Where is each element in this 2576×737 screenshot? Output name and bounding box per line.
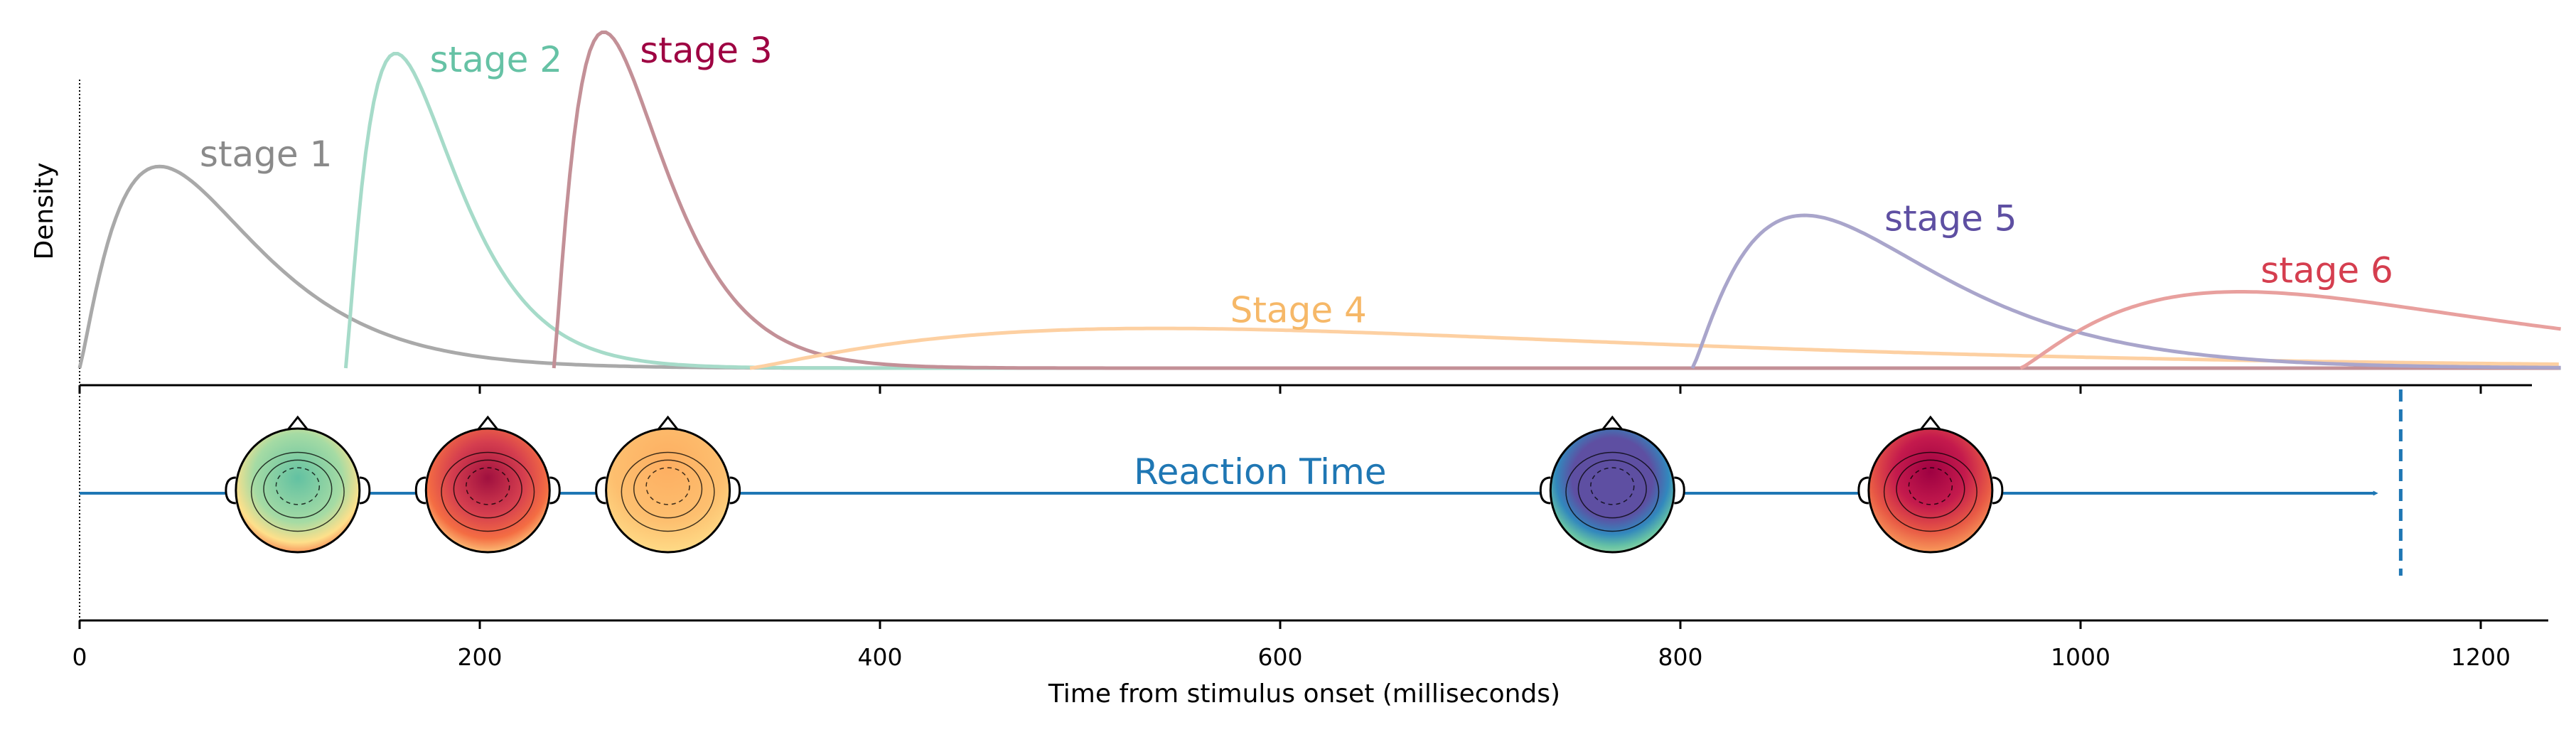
topomap-contour xyxy=(1896,459,1965,519)
topomap-ear-left xyxy=(1857,476,1869,505)
topomap-ear-left xyxy=(225,476,236,505)
topomap-ear-right xyxy=(359,476,371,505)
topomap-ear-right xyxy=(1674,476,1685,505)
x-tick-label-200: 200 xyxy=(458,643,503,671)
density-curve-2 xyxy=(343,52,2559,370)
y-axis-label: Density xyxy=(30,163,59,260)
topomap-ear-left xyxy=(414,476,426,505)
topomap-1 xyxy=(225,415,371,554)
topomap-4 xyxy=(1539,415,1685,554)
x-ticks: 0 200 400 600 800 1000 1200 xyxy=(73,620,2511,671)
topomap-outline xyxy=(605,427,731,554)
x-tick-label-1200: 1200 xyxy=(2451,643,2511,671)
topomap-contour xyxy=(453,459,522,519)
curve-label-6: stage 6 xyxy=(2260,250,2393,291)
density-curve-5 xyxy=(1690,213,2561,370)
x-tick-label-1000: 1000 xyxy=(2051,643,2110,671)
topomap-nose xyxy=(1601,415,1624,431)
topomap-contour xyxy=(621,451,715,532)
topomap-nose xyxy=(656,415,680,431)
topomap-contour xyxy=(1577,459,1647,519)
topomap-nose xyxy=(476,415,500,431)
topomap-ear-right xyxy=(729,476,741,505)
topomap-contour xyxy=(275,467,321,505)
topomap-contour xyxy=(263,459,333,519)
topomap-ear-right xyxy=(549,476,561,505)
topomap-outline xyxy=(235,427,361,554)
topomap-outline xyxy=(1867,427,1994,554)
topomap-contour xyxy=(1883,451,1977,532)
topomap-contour xyxy=(1565,451,1660,532)
curve-label-5: stage 5 xyxy=(1884,198,2017,240)
topomap-3 xyxy=(595,415,741,554)
curve-label-1: stage 1 xyxy=(200,134,333,175)
topomap-outline xyxy=(1549,427,1675,554)
topomap-contour xyxy=(633,459,703,519)
x-axis-label: Time from stimulus onset (milliseconds) xyxy=(1048,679,1560,709)
topomap-contour xyxy=(645,467,690,505)
topomap-2 xyxy=(414,415,561,554)
topomap-outline xyxy=(424,427,551,554)
topomap-nose xyxy=(1918,415,1943,431)
topomap-ear-right xyxy=(1992,476,2004,505)
topomap-5 xyxy=(1857,415,2004,554)
x-tick-label-400: 400 xyxy=(858,643,903,671)
topomap-nose xyxy=(286,415,310,431)
curve-label-4: Stage 4 xyxy=(1230,290,1367,331)
density-curve-labels: stage 1 stage 2 stage 3 Stage 4 stage 5 stage… xyxy=(200,30,2393,331)
topomap-contour xyxy=(441,451,535,532)
divider-ticks xyxy=(78,385,2482,394)
x-tick-label-800: 800 xyxy=(1658,643,1703,671)
x-tick-label-600: 600 xyxy=(1258,643,1303,671)
x-axis: 0 200 400 600 800 1000 1200 Time from stimulus… xyxy=(73,619,2548,709)
topomap-contour xyxy=(1908,467,1953,505)
curve-label-2: stage 2 xyxy=(430,39,563,80)
topomap-contour xyxy=(250,451,345,532)
reaction-time-label: Reaction Time xyxy=(1134,451,1386,493)
topomap-contour xyxy=(1590,467,1635,505)
density-curve-3 xyxy=(552,30,2559,370)
reaction-time-panel: Reaction Time xyxy=(79,385,2403,620)
curve-label-3: stage 3 xyxy=(640,30,772,71)
topomap-ear-left xyxy=(595,476,606,505)
density-curve-1 xyxy=(77,164,2561,370)
topomaps xyxy=(225,415,2004,554)
density-curves xyxy=(77,30,2561,370)
density-curve-6 xyxy=(2019,290,2561,370)
x-tick-label-0: 0 xyxy=(73,643,87,671)
topomap-ear-left xyxy=(1539,476,1551,505)
topomap-contour xyxy=(466,467,510,505)
